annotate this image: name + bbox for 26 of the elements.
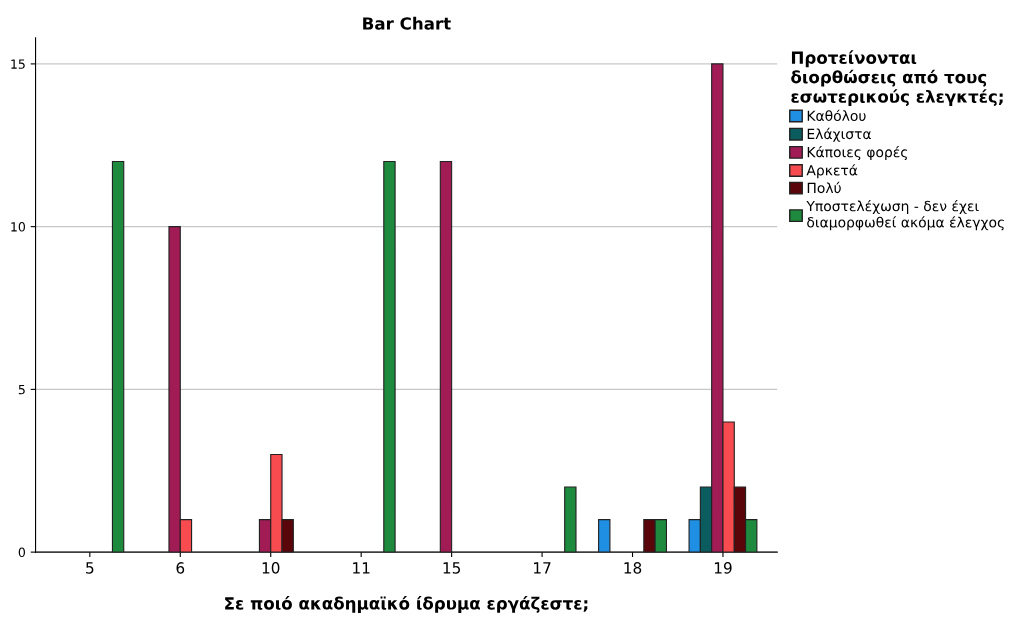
legend-title: Προτείνονται διορθώσεις από τους εσωτερικούς ελεγκτές; xyxy=(791,50,1003,107)
legend-label: Πολύ xyxy=(807,181,841,194)
bar xyxy=(383,160,396,553)
bar xyxy=(439,160,453,553)
legend-label: Κάποιες φορές xyxy=(807,146,908,161)
bar xyxy=(564,486,577,553)
legend-label: Αρκετά xyxy=(806,164,858,179)
y-tick-label: 0 xyxy=(18,547,26,558)
x-tick-label: 18 xyxy=(624,562,642,574)
x-tick-label: 11 xyxy=(353,562,370,574)
x-tick-label: 6 xyxy=(176,562,185,574)
chart-title: Bar Chart xyxy=(363,16,451,30)
bar xyxy=(598,519,611,553)
x-axis-title: Σε ποιό ακαδημαϊκό ίδρυμα εργάζεστε; xyxy=(225,596,588,613)
x-tick-label: 10 xyxy=(262,562,280,574)
x-tick-label: 5 xyxy=(86,562,94,574)
x-tick-label: 19 xyxy=(714,562,732,574)
legend-label: Ελάχιστα xyxy=(807,127,871,142)
legend-label: Υποστελέχωση - δεν έχει διαμορφωθεί ακόμα έλεγχος xyxy=(806,200,1004,231)
y-tick-label: 5 xyxy=(18,385,25,395)
legend-label: Καθόλου xyxy=(807,109,866,121)
bar xyxy=(111,160,125,553)
x-tick-label: 17 xyxy=(534,562,551,574)
y-tick-label: 15 xyxy=(11,59,25,69)
x-tick-label: 15 xyxy=(443,562,461,574)
y-tick-label: 10 xyxy=(11,222,26,232)
